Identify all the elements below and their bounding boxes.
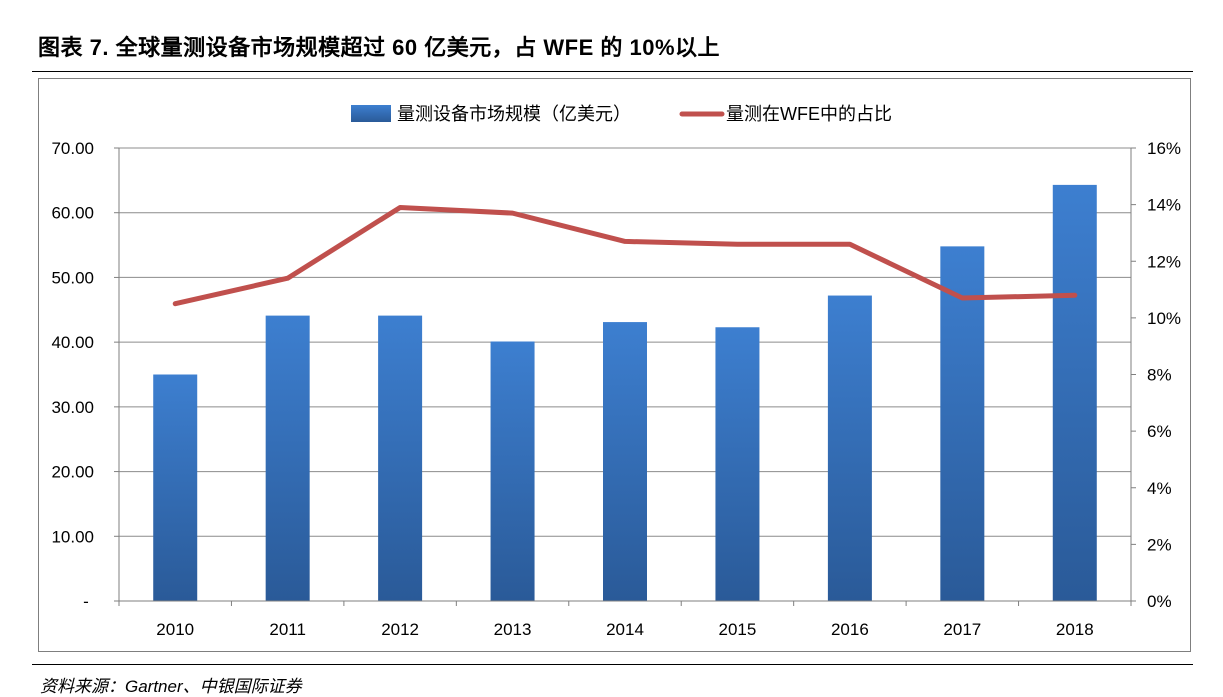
y-right-tick-label: 8% — [1147, 366, 1172, 385]
bar-2013 — [491, 341, 535, 601]
y-left-tick-label: 10.00 — [51, 527, 94, 546]
legend: 量测设备市场规模（亿美元） 量测在WFE中的占比 — [351, 104, 892, 124]
bar-2016 — [828, 296, 872, 601]
bar-2018 — [1053, 185, 1097, 601]
bar-2015 — [715, 327, 759, 601]
line-series — [175, 207, 1075, 303]
x-tick-label-2018: 2018 — [1056, 620, 1094, 639]
y-left-tick-label: 70.00 — [51, 139, 94, 158]
y-right-tick-label: 10% — [1147, 309, 1181, 328]
x-tick-label-2014: 2014 — [606, 620, 644, 639]
x-tick-label-2015: 2015 — [719, 620, 757, 639]
x-tick-label-2010: 2010 — [156, 620, 194, 639]
bar-2012 — [378, 316, 422, 601]
x-tick-label-2017: 2017 — [943, 620, 981, 639]
bar-2011 — [266, 316, 310, 601]
y-right-tick-label: 6% — [1147, 422, 1172, 441]
bar-2010 — [153, 375, 197, 602]
y-right-tick-label: 16% — [1147, 139, 1181, 158]
y-right-tick-label: 4% — [1147, 479, 1172, 498]
x-tick-label-2012: 2012 — [381, 620, 419, 639]
source-note: 资料来源：Gartner、中银国际证券 — [40, 672, 302, 697]
share-line — [175, 207, 1075, 303]
y-left-tick-label: 40.00 — [51, 333, 94, 352]
x-tick-label-2011: 2011 — [269, 620, 306, 639]
legend-line-label: 量测在WFE中的占比 — [726, 104, 892, 124]
bar-series — [153, 185, 1097, 601]
x-tick-label-2013: 2013 — [494, 620, 532, 639]
y-left-tick-label: - — [83, 592, 89, 611]
legend-bar-label: 量测设备市场规模（亿美元） — [397, 104, 631, 124]
y-left-tick-label: 60.00 — [51, 204, 94, 223]
y-left-tick-label: 30.00 — [51, 398, 94, 417]
y-right-tick-label: 0% — [1147, 592, 1172, 611]
y-right-tick-label: 12% — [1147, 252, 1181, 271]
legend-bar-swatch — [351, 105, 391, 122]
y-right-tick-label: 14% — [1147, 196, 1181, 215]
y-right-tick-label: 2% — [1147, 535, 1172, 554]
x-tick-label-2016: 2016 — [831, 620, 869, 639]
y-left-tick-label: 50.00 — [51, 268, 94, 287]
bottom-rule — [32, 664, 1193, 665]
y-left-tick-label: 20.00 — [51, 463, 94, 482]
bar-2014 — [603, 322, 647, 601]
